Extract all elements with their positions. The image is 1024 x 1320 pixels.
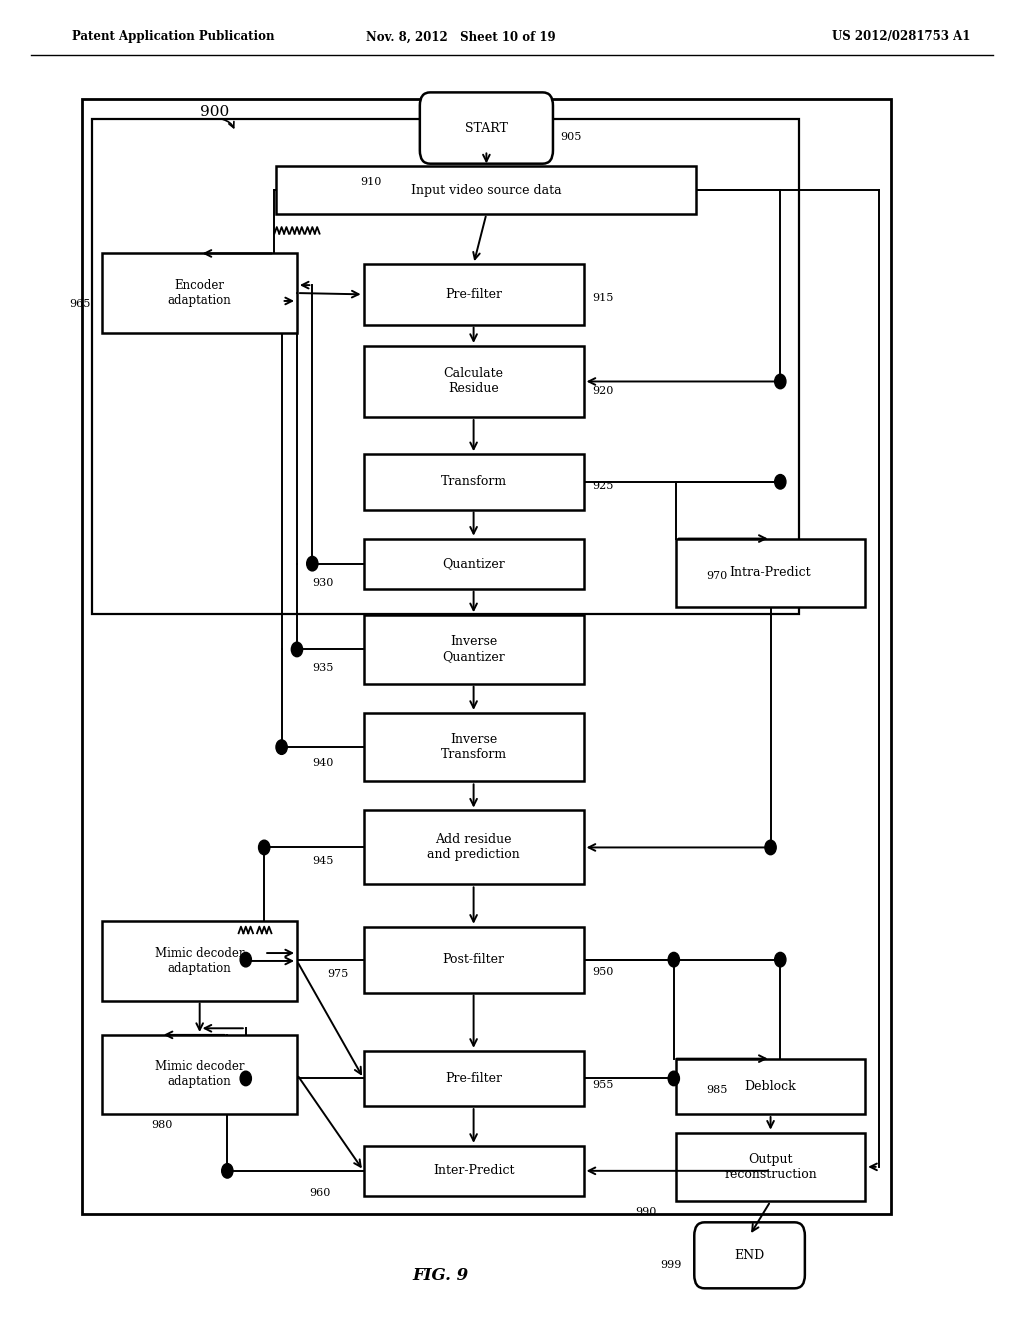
Text: Quantizer: Quantizer [442, 557, 505, 570]
Circle shape [240, 1072, 252, 1085]
Text: Mimic decoder
adaptation: Mimic decoder adaptation [155, 1060, 245, 1089]
Text: Inverse
Transform: Inverse Transform [440, 733, 507, 762]
Text: 940: 940 [312, 758, 334, 768]
Circle shape [307, 556, 317, 570]
FancyBboxPatch shape [420, 92, 553, 164]
Text: Intra-Predict: Intra-Predict [730, 566, 811, 579]
Text: Add residue
and prediction: Add residue and prediction [427, 833, 520, 862]
Text: 905: 905 [560, 132, 582, 143]
Circle shape [765, 840, 776, 855]
Text: FIG. 9: FIG. 9 [413, 1267, 468, 1284]
Bar [102, 253, 297, 333]
Text: US 2012/0281753 A1: US 2012/0281753 A1 [831, 30, 971, 44]
Text: Encoder
adaptation: Encoder adaptation [168, 279, 231, 308]
Text: 910: 910 [360, 177, 382, 187]
Text: 930: 930 [312, 578, 334, 589]
Text: START: START [465, 121, 508, 135]
Text: 900: 900 [200, 106, 229, 119]
Circle shape [669, 953, 680, 966]
Text: 960: 960 [309, 1188, 331, 1199]
Text: Patent Application Publication: Patent Application Publication [72, 30, 274, 44]
Bar [676, 539, 865, 607]
Bar [364, 264, 584, 325]
Bar [364, 927, 584, 993]
Circle shape [774, 375, 786, 388]
Text: 920: 920 [592, 385, 613, 396]
Text: 915: 915 [592, 293, 613, 304]
Bar [92, 119, 799, 614]
Bar [82, 99, 891, 1214]
Bar [364, 1146, 584, 1196]
Text: Pre-filter: Pre-filter [445, 1072, 502, 1085]
Text: 980: 980 [152, 1119, 173, 1130]
Text: Inter-Predict: Inter-Predict [433, 1164, 514, 1177]
Circle shape [258, 840, 270, 855]
Text: Input video source data: Input video source data [411, 183, 562, 197]
Text: END: END [734, 1249, 765, 1262]
Circle shape [276, 739, 287, 755]
Text: Post-filter: Post-filter [442, 953, 505, 966]
Bar [102, 1035, 297, 1114]
Text: Deblock: Deblock [744, 1080, 797, 1093]
Circle shape [774, 474, 786, 488]
Bar [364, 713, 584, 781]
Bar [102, 921, 297, 1001]
Text: Calculate
Residue: Calculate Residue [443, 367, 504, 396]
Text: Output
reconstruction: Output reconstruction [724, 1152, 817, 1181]
Text: 935: 935 [312, 663, 334, 673]
Text: Inverse
Quantizer: Inverse Quantizer [442, 635, 505, 664]
Bar [676, 1059, 865, 1114]
Bar [364, 454, 584, 510]
Text: 965: 965 [70, 298, 91, 309]
Circle shape [291, 642, 303, 656]
Circle shape [669, 1072, 680, 1085]
Text: 950: 950 [592, 966, 613, 977]
Text: 975: 975 [328, 969, 349, 979]
Text: Mimic decoder
adaptation: Mimic decoder adaptation [155, 946, 245, 975]
Bar [364, 810, 584, 884]
Bar [364, 615, 584, 684]
Text: 945: 945 [312, 855, 334, 866]
FancyBboxPatch shape [694, 1222, 805, 1288]
Text: Pre-filter: Pre-filter [445, 288, 502, 301]
Text: 990: 990 [635, 1206, 656, 1217]
Text: 955: 955 [592, 1080, 613, 1090]
Text: Transform: Transform [440, 475, 507, 488]
Bar [364, 1051, 584, 1106]
Text: Nov. 8, 2012   Sheet 10 of 19: Nov. 8, 2012 Sheet 10 of 19 [366, 30, 556, 44]
Text: 925: 925 [592, 480, 613, 491]
Circle shape [240, 953, 252, 966]
Bar [276, 166, 696, 214]
Bar [364, 346, 584, 417]
Circle shape [774, 953, 786, 966]
Bar [676, 1133, 865, 1201]
Text: 999: 999 [660, 1259, 682, 1270]
Circle shape [221, 1164, 233, 1177]
Text: 970: 970 [707, 570, 728, 581]
Bar [364, 539, 584, 589]
Text: 985: 985 [707, 1085, 728, 1096]
